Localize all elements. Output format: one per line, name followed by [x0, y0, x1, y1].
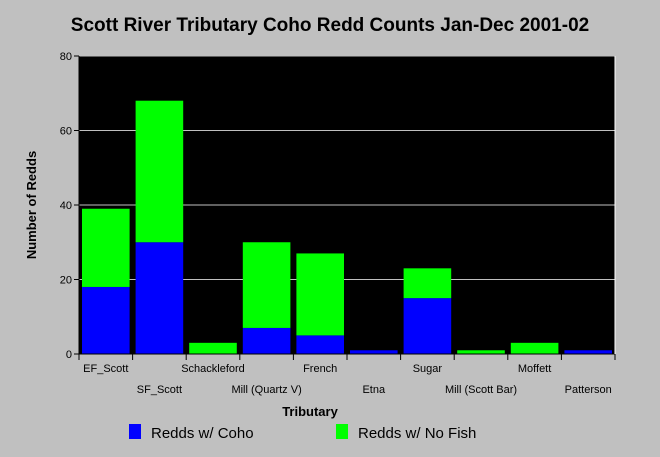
bar-no-fish-2 [189, 342, 237, 354]
x-tick-label-7: Mill (Scott Bar) [445, 384, 517, 396]
chart-title: Scott River Tributary Coho Redd Counts J… [71, 15, 589, 36]
bar-coho-4 [296, 335, 344, 354]
x-axis-title: Tributary [282, 404, 338, 419]
y-tick-label-60: 60 [60, 126, 72, 138]
legend: Redds w/ Coho Redds w/ No Fish [129, 424, 476, 442]
y-tick-label-20: 20 [60, 275, 72, 287]
legend-label-no-fish: Redds w/ No Fish [358, 425, 476, 442]
legend-swatch-no-fish [336, 424, 348, 439]
bar-coho-5 [350, 350, 398, 354]
bar-no-fish-1 [135, 100, 184, 243]
legend-item-coho: Redds w/ Coho [129, 424, 254, 442]
x-tick-label-5: Etna [362, 384, 386, 396]
bar-coho-3 [242, 327, 291, 354]
x-tick-label-6: Sugar [413, 363, 443, 375]
bar-coho-0 [82, 286, 130, 354]
legend-label-coho: Redds w/ Coho [151, 425, 254, 442]
bar-no-fish-0 [82, 208, 130, 287]
bar-no-fish-7 [457, 350, 505, 354]
bar-coho-6 [403, 298, 452, 354]
x-tick-label-4: French [303, 363, 337, 375]
x-tick-label-1: SF_Scott [137, 384, 182, 396]
y-tick-label-0: 0 [66, 349, 72, 361]
y-axis-title: Number of Redds [24, 151, 39, 259]
bar-no-fish-6 [403, 268, 452, 299]
y-tick-label-40: 40 [60, 200, 72, 212]
x-tick-label-9: Patterson [565, 384, 612, 396]
y-tick-label-80: 80 [60, 51, 72, 63]
bar-no-fish-8 [510, 342, 559, 354]
bar-coho-1 [135, 242, 184, 354]
x-tick-label-2: Schackleford [181, 363, 245, 375]
legend-swatch-coho [129, 424, 141, 439]
x-tick-labels: EF_Scott SF_Scott Schackleford Mill (Quartz… [83, 363, 612, 396]
x-tick-label-3: Mill (Quartz V) [231, 384, 301, 396]
bar-coho-9 [564, 350, 612, 354]
bar-no-fish-3 [242, 242, 291, 328]
bars [82, 100, 612, 354]
legend-item-no-fish: Redds w/ No Fish [336, 424, 476, 442]
bar-no-fish-4 [296, 253, 344, 336]
axes [74, 55, 616, 360]
x-tick-label-8: Moffett [518, 363, 551, 375]
x-tick-label-0: EF_Scott [83, 363, 128, 375]
y-tick-labels: 0 20 40 60 80 [60, 51, 72, 361]
